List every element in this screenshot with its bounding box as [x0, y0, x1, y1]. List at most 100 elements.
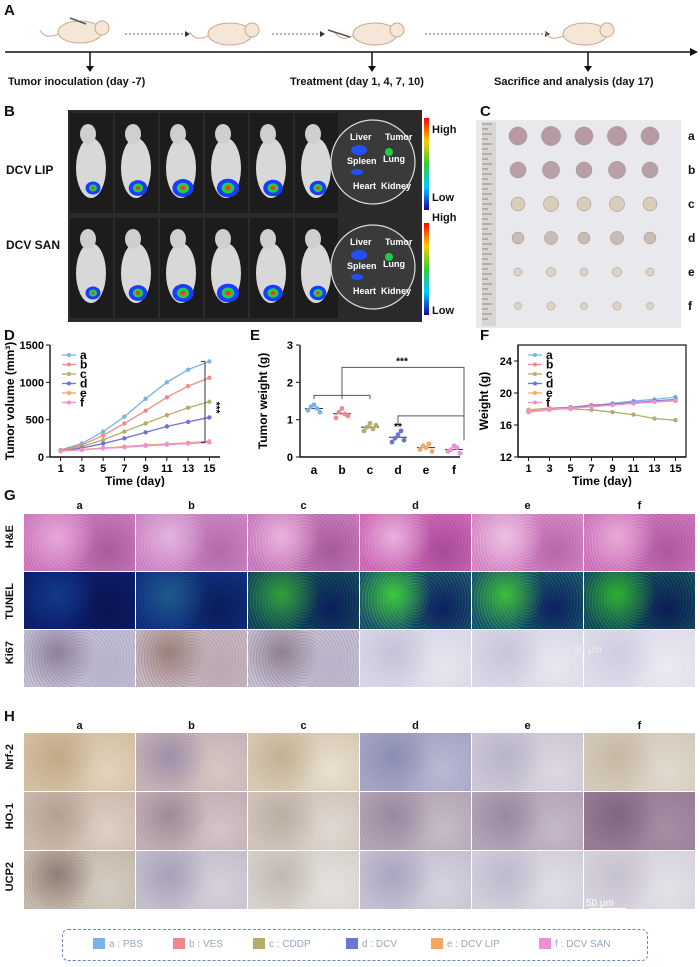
stain-g-image: [472, 630, 583, 687]
organ-label: Tumor: [385, 237, 413, 247]
organ-label: Spleen: [347, 156, 377, 166]
organ-dish: [330, 119, 416, 205]
legend-swatch: [253, 938, 265, 949]
stain-h-image: [248, 851, 359, 909]
data-point: [164, 412, 170, 418]
tumor-sample: [640, 126, 660, 146]
mouse-image: [70, 218, 113, 318]
data-point: [207, 359, 212, 364]
significance-label: ***: [210, 402, 221, 414]
tumor-sample: [513, 267, 523, 277]
organ-label: Liver: [350, 132, 372, 142]
scalebar-line: [590, 908, 626, 910]
tumor-row-label: a: [688, 129, 695, 143]
stain-column-label: c: [300, 500, 307, 512]
tumor-row-label: d: [688, 231, 695, 245]
time-label: 8 h: [219, 110, 235, 111]
stain-g-image: [584, 572, 695, 629]
tumor-row-label: f: [688, 299, 693, 313]
mouse-image: [250, 218, 293, 318]
ivis-imaging-figure: 1 h 2 h 4 h 8 h 12 h 24 h Liver Tumor Spleen Lung…: [68, 110, 429, 322]
stain-h-image: [472, 792, 583, 850]
organ-dish: [330, 224, 416, 310]
data-point: [673, 418, 678, 423]
data-point: [631, 412, 636, 417]
series-line-c: [60, 401, 210, 452]
stain-g-image: [24, 630, 135, 687]
data-point: [417, 447, 423, 452]
data-point: [373, 422, 379, 428]
x-tick-label: 9: [143, 463, 149, 475]
time-label: 24 h: [306, 110, 328, 111]
tumor-row-label: c: [688, 197, 695, 211]
stain-row-label: TUNEL: [4, 582, 16, 620]
stain-g-image: [584, 514, 695, 571]
data-point: [185, 405, 191, 410]
stain-h-image: [584, 851, 695, 909]
x-axis-label: Time (day): [572, 474, 632, 487]
legend: a : PBS b : VES c : CDDP d : DCV e : DCV LIP…: [62, 929, 648, 961]
data-point: [122, 445, 127, 450]
data-point: [361, 428, 367, 434]
data-point: [370, 426, 376, 432]
data-point: [311, 402, 317, 408]
data-point: [122, 421, 127, 426]
x-tick-label: 15: [669, 463, 681, 475]
stain-g-image: [248, 572, 359, 629]
stain-row-label: Ki67: [4, 640, 16, 664]
organ-label: Kidney: [381, 286, 411, 296]
legend-item: e : DCV LIP: [431, 938, 500, 950]
data-point: [589, 407, 594, 412]
x-tick-label: c: [367, 463, 374, 477]
tumor-sample: [546, 301, 556, 311]
x-tick-label: 5: [100, 463, 106, 475]
data-point: [143, 443, 148, 448]
tumor-sample: [610, 231, 624, 245]
stain-h-image: [472, 733, 583, 791]
legend-label: b : VES: [189, 939, 223, 950]
legend-label: a : PBS: [109, 939, 143, 950]
data-point: [367, 421, 373, 426]
legend-swatch: [93, 938, 105, 949]
data-point: [185, 441, 191, 446]
data-point: [207, 440, 212, 445]
mouse-image: [115, 218, 158, 318]
organ-label: Tumor: [385, 132, 413, 142]
data-point: [305, 407, 311, 413]
stain-h-image: [136, 733, 247, 791]
panel-label-d: D: [4, 327, 15, 344]
data-point: [143, 430, 148, 435]
mouse-image: [115, 113, 158, 213]
imaging-row-label-2: DCV SAN: [6, 238, 61, 252]
stain-g-image: [248, 514, 359, 571]
tumor-sample: [542, 161, 560, 179]
tumor-row-label: e: [688, 265, 695, 279]
scalebar-label: 50 μm: [574, 645, 602, 656]
data-point: [423, 445, 429, 451]
time-label: 12 h: [261, 110, 283, 111]
x-tick-label: f: [452, 463, 457, 477]
legend-entry: c: [80, 367, 87, 381]
data-point: [79, 447, 85, 453]
x-tick-label: b: [338, 463, 345, 477]
data-point: [339, 406, 345, 411]
data-point: [398, 428, 404, 434]
legend-entry: f: [80, 396, 85, 410]
stain-h-image: [360, 792, 471, 850]
data-point: [429, 449, 435, 454]
tumor-sample: [514, 302, 522, 310]
stain-row-label: Nrf-2: [4, 744, 16, 770]
tumor-sample: [607, 126, 627, 146]
stain-g-image: [584, 630, 695, 687]
stain-column-label: b: [188, 720, 195, 732]
tumor-sample: [546, 267, 556, 277]
stain-g-image: [136, 630, 247, 687]
legend-swatch: [346, 938, 358, 949]
data-point: [122, 436, 127, 441]
tumor-sample: [575, 161, 593, 179]
stain-g-image: [136, 514, 247, 571]
data-point: [207, 415, 212, 420]
data-point: [547, 407, 552, 412]
tumor-sample: [612, 301, 622, 311]
color-scale-bar: [424, 118, 429, 210]
